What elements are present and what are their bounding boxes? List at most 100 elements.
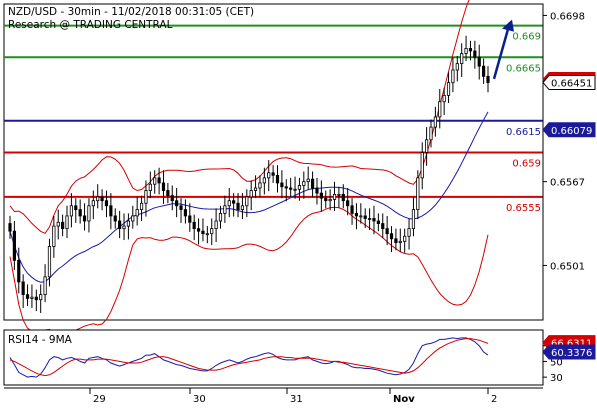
rsi-tag-label: 60.3376 xyxy=(551,348,592,359)
candle-body xyxy=(346,200,350,207)
candle-body xyxy=(389,233,394,240)
time-tick-label: 29 xyxy=(93,394,106,405)
candle-body xyxy=(403,235,407,242)
candle-body xyxy=(381,223,385,230)
price-tick-label: 0.6501 xyxy=(550,261,585,272)
candle-body xyxy=(297,185,302,190)
candle-body xyxy=(324,197,328,202)
rsi14-line xyxy=(9,337,489,378)
chart-title: NZD/USD - 30min - 11/02/2018 00:31:05 (C… xyxy=(8,6,254,18)
candle-body xyxy=(183,209,188,217)
candle-body xyxy=(144,190,148,204)
candle-body xyxy=(350,205,354,214)
forecast-arrow-head xyxy=(502,19,514,32)
candle-body xyxy=(131,215,135,222)
candle-body xyxy=(122,225,126,230)
candle-body xyxy=(153,177,157,185)
time-tick-label: Nov xyxy=(393,394,415,405)
candle-body xyxy=(201,230,205,235)
candle-body xyxy=(196,228,201,232)
price-tick-label: 0.6567 xyxy=(550,178,585,189)
candle-body xyxy=(258,182,262,189)
candle-body xyxy=(166,190,170,197)
candle-body xyxy=(477,56,481,67)
candle-body xyxy=(104,200,109,207)
candle-body xyxy=(188,215,192,223)
time-tick-label: 2 xyxy=(491,394,497,405)
rsi-tag-box xyxy=(542,344,596,360)
candle-body xyxy=(319,192,323,199)
level-label: 0.6665 xyxy=(506,63,541,74)
candle-body xyxy=(210,228,214,235)
candle-body xyxy=(394,238,398,243)
rsi-tag-label: 66.6311 xyxy=(551,339,592,350)
candle-body xyxy=(306,178,310,183)
candle-body xyxy=(74,205,78,210)
candle-body xyxy=(433,116,437,128)
candle-body xyxy=(359,215,363,218)
candle-body xyxy=(227,200,231,207)
candle-body xyxy=(139,202,144,210)
candle-body xyxy=(267,172,271,179)
candle-body xyxy=(179,205,183,210)
candle-body xyxy=(486,75,490,84)
candle-body xyxy=(245,196,249,207)
candle-body xyxy=(113,215,117,222)
candle-body xyxy=(161,182,166,191)
candle-body xyxy=(455,63,459,71)
candle-body xyxy=(236,202,240,210)
candle-body xyxy=(192,221,196,230)
candle-body xyxy=(21,281,25,296)
candle-body xyxy=(376,220,380,224)
rsi-title: RSI14 - 9MA xyxy=(8,334,73,346)
candle-body xyxy=(12,230,16,261)
candle-body xyxy=(100,196,104,202)
candle-body xyxy=(96,196,100,202)
candle-body xyxy=(482,65,486,77)
candle-body xyxy=(293,188,297,191)
candle-body xyxy=(473,50,477,58)
price-tag-label: 0.66079 xyxy=(551,126,592,137)
candle-body xyxy=(425,139,429,153)
level-label: 0.6615 xyxy=(506,127,541,138)
candle-body xyxy=(271,172,275,176)
candle-body xyxy=(253,187,258,191)
candle-body xyxy=(205,233,209,236)
candle-body xyxy=(337,193,341,196)
candle-body xyxy=(34,296,38,301)
rsi-tag: 60.3376 xyxy=(542,344,596,360)
price-tag: 0.66079 xyxy=(542,122,596,138)
chart-subtitle: Research @ TRADING CENTRAL xyxy=(8,19,173,31)
candle-body xyxy=(69,205,73,217)
time-axis: 29 30 31 Nov 2 xyxy=(4,387,543,405)
bollinger-lower-line xyxy=(9,206,489,334)
candle-body xyxy=(262,177,266,184)
candle-body xyxy=(118,220,122,230)
candle-body xyxy=(310,178,315,189)
candle-body xyxy=(65,215,69,230)
candle-body xyxy=(284,186,288,189)
candle-body xyxy=(328,199,332,202)
level-label: 0.6555 xyxy=(506,203,541,214)
price-tag-box xyxy=(542,75,596,91)
candle-body xyxy=(289,187,293,190)
candle-body xyxy=(341,193,345,202)
candle-body xyxy=(442,94,446,103)
rsi-ma-line xyxy=(9,338,489,377)
candle-body xyxy=(438,101,442,118)
candle-body xyxy=(30,296,34,299)
candle-body xyxy=(363,215,367,219)
candle-body xyxy=(157,177,161,184)
candle-body xyxy=(372,218,376,222)
price-pane: 0.669 0.6665 0.6615 0.659 0.6555 NZD/USD - 3… xyxy=(3,0,544,334)
price-tag: 0.66451 xyxy=(542,75,596,91)
time-tick-label: 30 xyxy=(193,394,206,405)
price-tick-label: 0.6698 xyxy=(550,11,585,22)
rsi-pane: RSI14 - 9MA xyxy=(3,329,544,386)
candle-body xyxy=(354,212,359,217)
candle-body xyxy=(232,200,236,204)
candle-body xyxy=(126,220,130,227)
